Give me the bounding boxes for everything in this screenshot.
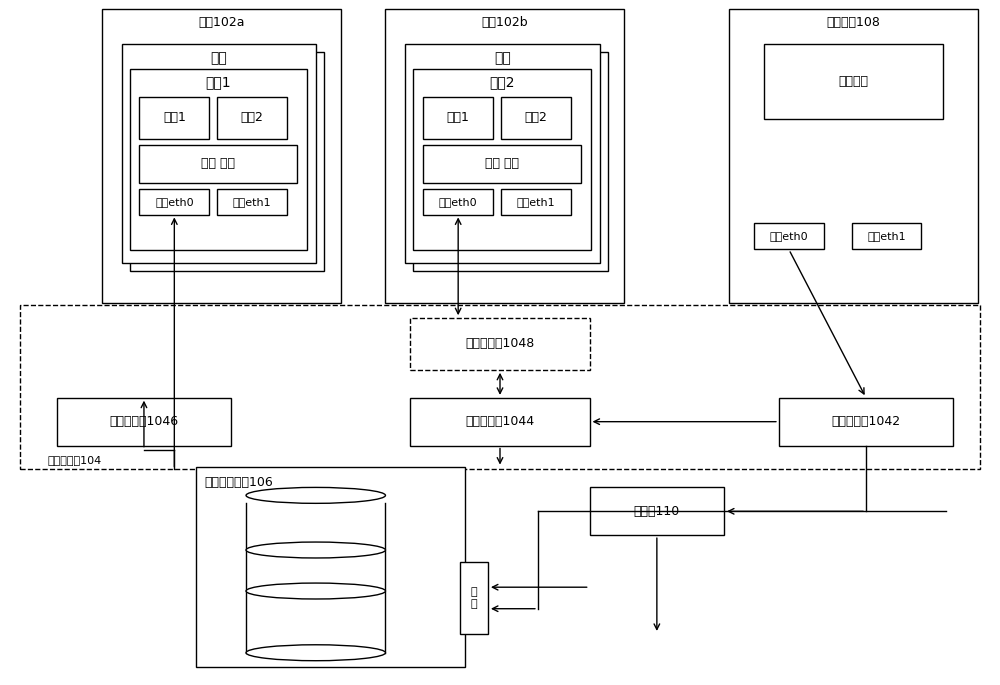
- Bar: [139, 145, 297, 183]
- Text: 租户102a: 租户102a: [198, 16, 244, 29]
- Text: 操作 系统: 操作 系统: [201, 158, 235, 171]
- Bar: [423, 145, 581, 183]
- Bar: [20, 305, 980, 469]
- Text: 交换机集群104: 交换机集群104: [48, 455, 102, 464]
- Text: 操作 系统: 操作 系统: [485, 158, 519, 171]
- Text: 网卡eth0: 网卡eth0: [439, 197, 477, 207]
- Text: 网卡eth1: 网卡eth1: [233, 197, 271, 207]
- Text: 通知模块: 通知模块: [839, 75, 869, 88]
- Bar: [130, 52, 324, 271]
- Text: 管理设备108: 管理设备108: [827, 16, 880, 29]
- Ellipse shape: [246, 583, 385, 599]
- Bar: [501, 188, 571, 214]
- Text: 应用1: 应用1: [447, 112, 470, 125]
- Bar: [764, 45, 943, 119]
- Bar: [754, 223, 824, 249]
- Bar: [139, 188, 209, 214]
- Bar: [57, 398, 231, 445]
- Text: 租户102b: 租户102b: [482, 16, 528, 29]
- Text: 网卡eth0: 网卡eth0: [155, 197, 194, 207]
- Bar: [590, 488, 724, 535]
- Bar: [139, 97, 209, 139]
- Bar: [501, 97, 571, 139]
- Bar: [405, 45, 600, 263]
- Ellipse shape: [246, 645, 385, 661]
- Text: 应用2: 应用2: [524, 112, 547, 125]
- Bar: [196, 467, 465, 667]
- Bar: [423, 188, 493, 214]
- Bar: [410, 398, 590, 445]
- Text: 主机1: 主机1: [205, 75, 231, 89]
- Text: 网卡eth1: 网卡eth1: [867, 232, 906, 241]
- Bar: [130, 69, 307, 251]
- Text: 平
图: 平 图: [471, 587, 477, 609]
- Text: 网卡eth1: 网卡eth1: [517, 197, 555, 207]
- Text: 主机: 主机: [210, 51, 227, 65]
- Bar: [217, 188, 287, 214]
- Bar: [729, 10, 978, 303]
- Text: 主机2: 主机2: [489, 75, 515, 89]
- Bar: [217, 97, 287, 139]
- Text: 控制器110: 控制器110: [634, 505, 680, 518]
- Bar: [413, 52, 608, 271]
- Text: 应用2: 应用2: [241, 112, 263, 125]
- Text: 共享存储设备106: 共享存储设备106: [204, 476, 273, 489]
- Text: 管理交换机1042: 管理交换机1042: [831, 415, 901, 428]
- Bar: [385, 10, 624, 303]
- Bar: [122, 45, 316, 263]
- Text: 业务交换机1046: 业务交换机1046: [109, 415, 179, 428]
- Bar: [779, 398, 953, 445]
- Text: 主机: 主机: [494, 51, 511, 65]
- Bar: [413, 69, 591, 251]
- Ellipse shape: [246, 488, 385, 503]
- Bar: [423, 97, 493, 139]
- Text: 存储交换机1044: 存储交换机1044: [465, 415, 535, 428]
- Ellipse shape: [246, 542, 385, 558]
- Bar: [102, 10, 341, 303]
- Text: 接入交换机1048: 接入交换机1048: [465, 338, 535, 351]
- Bar: [410, 318, 590, 370]
- Text: 网卡eth0: 网卡eth0: [770, 232, 808, 241]
- Bar: [852, 223, 921, 249]
- Text: 应用1: 应用1: [163, 112, 186, 125]
- Bar: [460, 562, 488, 634]
